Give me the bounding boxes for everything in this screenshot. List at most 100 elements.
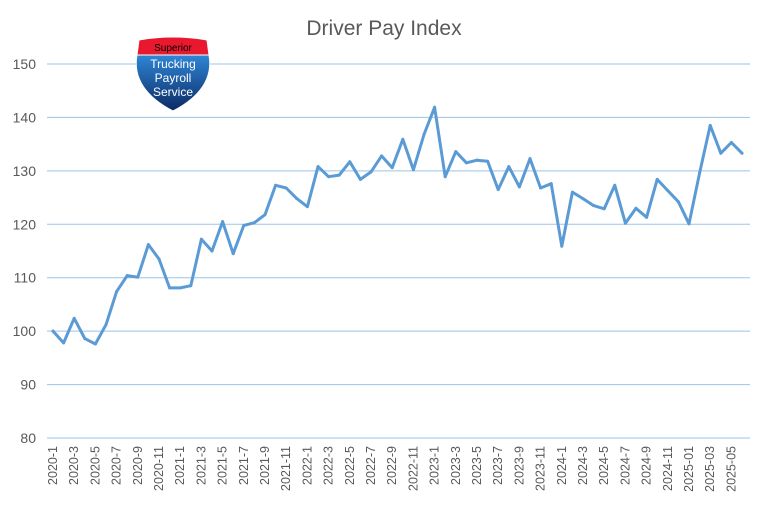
data-point [698,171,702,175]
data-point [634,206,638,210]
x-tick-label: 2020-3 [67,446,81,485]
data-point [666,189,670,193]
data-point [740,151,744,155]
y-tick-label: 110 [14,270,37,286]
x-tick-label: 2020-5 [88,446,102,485]
x-tick-label: 2023-7 [491,446,505,485]
x-tick-label: 2024-9 [640,446,654,485]
x-tick-label: 2024-5 [597,446,611,485]
data-point [602,207,606,211]
data-point [570,190,574,194]
data-point [199,237,203,241]
x-tick-label: 2022-5 [343,446,357,485]
data-point [51,329,55,333]
data-point [433,105,437,109]
data-point [560,244,564,248]
data-point [401,137,405,141]
x-tick-label: 2024-7 [618,446,632,485]
data-point [115,290,119,294]
logo-line-3: Service [153,85,193,99]
data-point [348,160,352,164]
data-point [189,284,193,288]
data-point [327,175,331,179]
x-tick-label: 2022-7 [364,446,378,485]
data-point [539,186,543,190]
x-tick-label: 2021-3 [194,446,208,485]
data-point [369,170,373,174]
data-point [613,183,617,187]
data-point [496,188,500,192]
data-point [380,154,384,158]
x-tick-label: 2023-9 [512,446,526,485]
x-tick-label: 2020-11 [152,446,166,491]
x-tick-label: 2021-9 [258,446,272,485]
x-tick-label: 2023-3 [449,446,463,485]
data-point [411,168,415,172]
logo-line-1: Trucking [150,57,196,71]
data-point [443,175,447,179]
y-tick-label: 130 [13,163,37,179]
x-tick-label: 2025-03 [703,446,717,492]
data-point [464,161,468,165]
data-point [475,158,479,162]
data-point [252,221,256,225]
data-point [136,275,140,279]
y-tick-label: 100 [13,323,37,339]
data-point [93,342,97,346]
data-point [104,323,108,327]
x-axis-ticks: 2020-1 2020-3 2020-5 2020-7 2020-9 2020-11 202… [46,446,738,492]
data-point [454,150,458,154]
data-point [486,159,490,163]
data-point [157,257,161,261]
data-point [168,286,172,290]
data-point [210,249,214,253]
data-point [263,213,267,217]
x-tick-label: 2024-3 [576,446,590,485]
x-tick-label: 2022-1 [300,446,314,485]
data-point [655,177,659,181]
y-tick-label: 150 [13,56,37,72]
data-point [221,220,225,224]
data-point [316,165,320,169]
chart-title: Driver Pay Index [306,17,462,40]
x-tick-label: 2025-05 [724,446,738,492]
data-point [358,177,362,181]
data-point [729,141,733,145]
x-tick-label: 2024-1 [555,446,569,485]
series-line [51,105,744,346]
x-tick-label: 2021-11 [279,446,293,491]
data-point [687,222,691,226]
series-points [51,105,744,346]
logo-line-2: Payroll [155,71,192,85]
data-point [305,205,309,209]
data-point [528,157,532,161]
x-tick-label: 2023-5 [470,446,484,485]
data-point [125,274,129,278]
y-tick-label: 140 [13,109,37,125]
data-point [242,223,246,227]
data-point [72,316,76,320]
data-point [549,182,553,186]
x-tick-label: 2022-9 [385,446,399,485]
y-tick-label: 90 [20,377,36,393]
data-point [507,165,511,169]
y-tick-label: 80 [20,430,36,446]
data-point [178,286,182,290]
data-point [719,151,723,155]
data-point [284,186,288,190]
x-tick-label: 2024-11 [661,446,675,491]
data-point [390,166,394,170]
superior-trucking-payroll-logo: Superior Trucking Payroll Service [135,36,211,112]
y-axis-ticks: 80 90 100 110 120 130 140 150 [13,56,37,446]
data-point [337,173,341,177]
data-point [676,200,680,204]
y-tick-label: 120 [13,216,37,232]
x-tick-label: 2020-7 [110,446,124,485]
x-tick-label: 2020-9 [131,446,145,485]
data-point [517,185,521,189]
data-point [592,204,596,208]
data-point [422,133,426,137]
x-tick-label: 2020-1 [46,446,60,485]
data-point [623,221,627,225]
